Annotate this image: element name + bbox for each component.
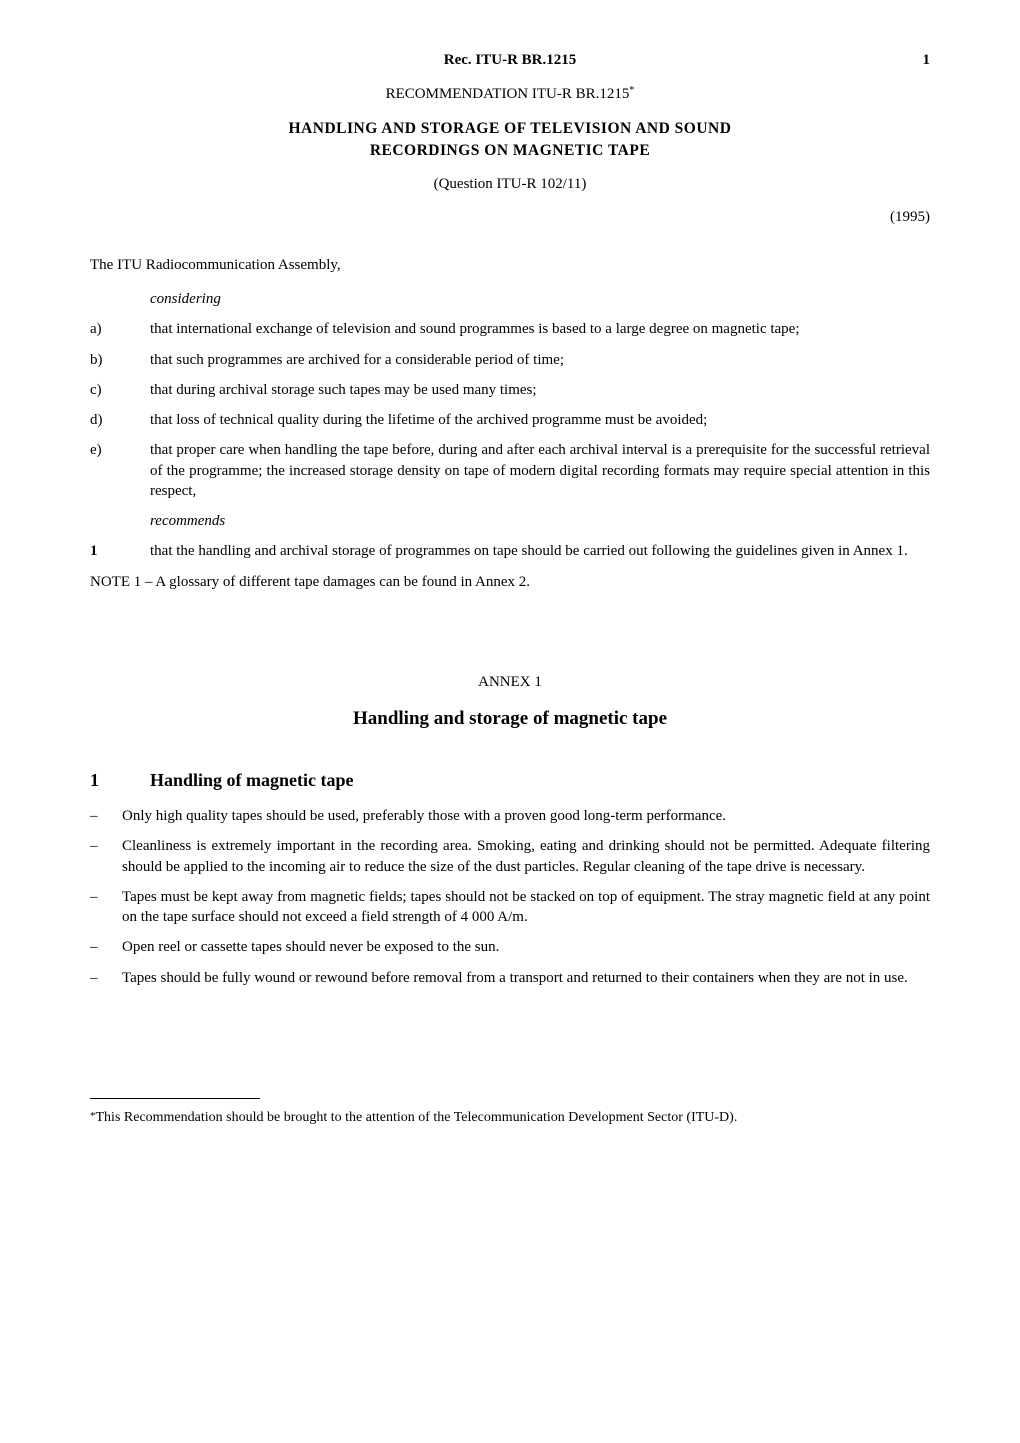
recommendation-text: RECOMMENDATION ITU-R BR.1215	[386, 86, 630, 102]
considering-d: d) that loss of technical quality during…	[90, 410, 930, 430]
considering-a-text: that international exchange of televisio…	[150, 319, 930, 339]
considering-d-text: that loss of technical quality during th…	[150, 410, 930, 430]
bullet-1: – Only high quality tapes should be used…	[90, 806, 930, 826]
considering-b-text: that such programmes are archived for a …	[150, 350, 930, 370]
annex-label: ANNEX 1	[90, 672, 930, 692]
note-1: NOTE 1 – A glossary of different tape da…	[90, 572, 930, 592]
recommendation-line: RECOMMENDATION ITU-R BR.1215*	[90, 84, 930, 104]
considering-e: e) that proper care when handling the ta…	[90, 440, 930, 501]
considering-e-text: that proper care when handling the tape …	[150, 440, 930, 501]
recommends-1: 1 that the handling and archival storage…	[90, 541, 930, 561]
footnote: *This Recommendation should be brought t…	[90, 1109, 930, 1128]
recommends-label: recommends	[150, 511, 930, 531]
footnote-text: This Recommendation should be brought to…	[96, 1110, 738, 1125]
bullet-3: – Tapes must be kept away from magnetic …	[90, 887, 930, 928]
bullet-dash: –	[90, 937, 122, 957]
annex-title: Handling and storage of magnetic tape	[90, 706, 930, 732]
bullet-dash: –	[90, 887, 122, 928]
bullet-3-text: Tapes must be kept away from magnetic fi…	[122, 887, 930, 928]
footnote-rule	[90, 1098, 260, 1099]
section-1-heading: 1 Handling of magnetic tape	[90, 768, 930, 792]
section-1-title: Handling of magnetic tape	[150, 768, 354, 792]
year: (1995)	[90, 207, 930, 227]
question-ref: (Question ITU-R 102/11)	[90, 174, 930, 194]
section-1-num: 1	[90, 768, 150, 792]
considering-a-letter: a)	[90, 319, 150, 339]
bullet-1-text: Only high quality tapes should be used, …	[122, 806, 930, 826]
considering-b-letter: b)	[90, 350, 150, 370]
considering-b: b) that such programmes are archived for…	[90, 350, 930, 370]
bullet-dash: –	[90, 806, 122, 826]
considering-a: a) that international exchange of televi…	[90, 319, 930, 339]
considering-d-letter: d)	[90, 410, 150, 430]
bullet-5-text: Tapes should be fully wound or rewound b…	[122, 968, 930, 988]
recommends-1-text: that the handling and archival storage o…	[150, 541, 930, 561]
considering-c-letter: c)	[90, 380, 150, 400]
bullet-dash: –	[90, 836, 122, 877]
page-number: 1	[923, 50, 931, 70]
doc-title-line2: RECORDINGS ON MAGNETIC TAPE	[90, 141, 930, 162]
running-head: Rec. ITU-R BR.1215	[90, 50, 930, 70]
rec-footnote-marker: *	[629, 85, 634, 96]
bullet-4: – Open reel or cassette tapes should nev…	[90, 937, 930, 957]
considering-e-letter: e)	[90, 440, 150, 501]
bullet-dash: –	[90, 968, 122, 988]
bullet-2: – Cleanliness is extremely important in …	[90, 836, 930, 877]
bullet-4-text: Open reel or cassette tapes should never…	[122, 937, 930, 957]
doc-title-line1: HANDLING AND STORAGE OF TELEVISION AND S…	[90, 119, 930, 140]
recommends-1-num: 1	[90, 541, 150, 561]
considering-c: c) that during archival storage such tap…	[90, 380, 930, 400]
considering-label: considering	[150, 289, 930, 309]
considering-c-text: that during archival storage such tapes …	[150, 380, 930, 400]
bullet-2-text: Cleanliness is extremely important in th…	[122, 836, 930, 877]
bullet-5: – Tapes should be fully wound or rewound…	[90, 968, 930, 988]
assembly-line: The ITU Radiocommunication Assembly,	[90, 255, 930, 275]
